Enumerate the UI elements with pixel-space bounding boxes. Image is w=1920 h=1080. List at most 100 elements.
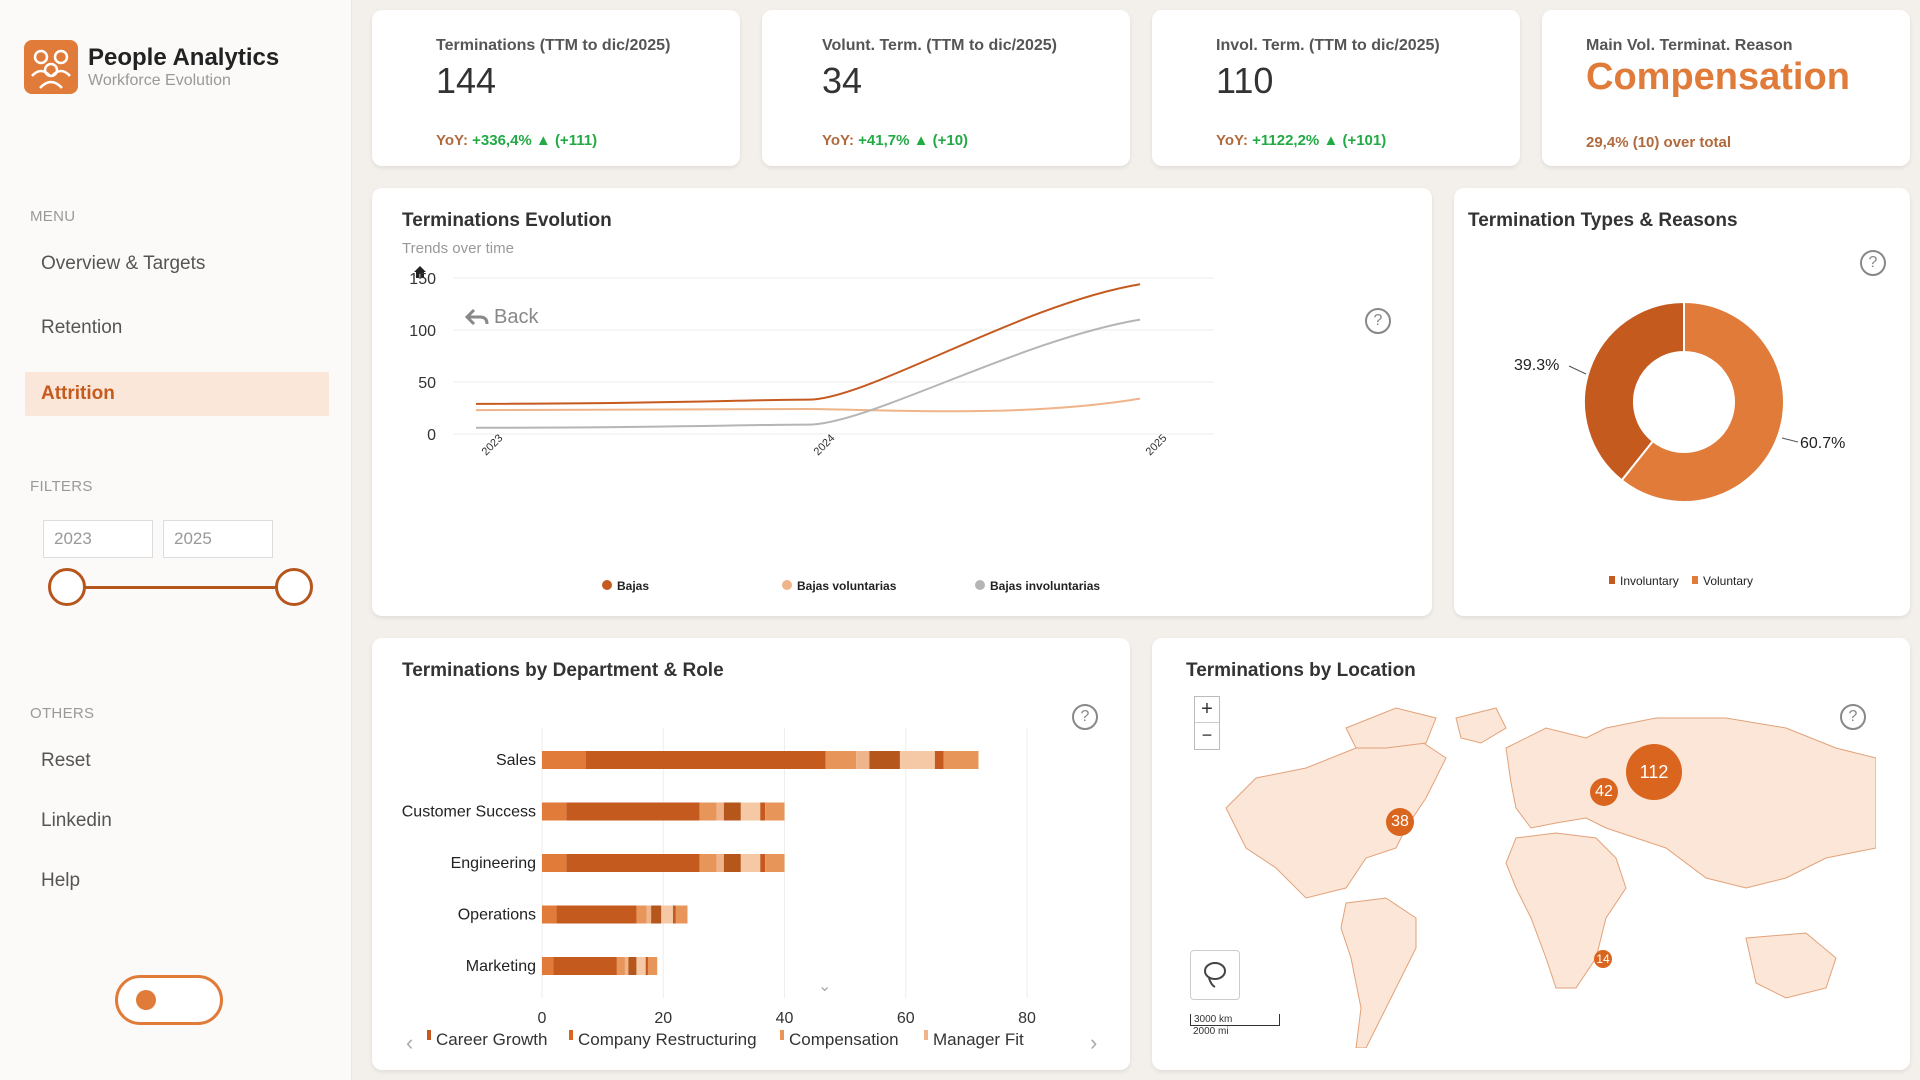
bar-segment [566,802,700,821]
legend-marker [780,1030,784,1040]
dept-card: Terminations by Department & Role ? 0 20 4… [372,638,1130,1070]
help-icon[interactable]: ? [1860,250,1886,276]
kpi-title: Main Vol. Terminat. Reason [1586,37,1793,54]
menu-item-retention[interactable]: Retention [41,317,123,338]
help-icon[interactable]: ? [1365,308,1391,334]
help-link[interactable]: Help [41,870,81,891]
kpi-value: 144 [436,60,497,101]
location-bubble[interactable]: 14 [1594,950,1612,968]
types-donut-chart: 39.3% 60.7% Involuntary Voluntary [1514,300,1845,588]
yoy-prefix: YoY: [436,132,468,149]
evolution-line-chart: 0 50 100 150 2023 2024 2025 Bajas Bajas voluntar… [409,271,1214,593]
bar-segment [585,751,826,769]
kpi-yoy: YoY: +41,7% ▲ (+10) [822,132,968,149]
linkedin-link[interactable]: Linkedin [41,810,112,831]
slice-value-label: 60.7% [1800,435,1845,452]
location-bubble[interactable]: 38 [1386,808,1414,836]
legend-marker [1609,576,1615,584]
legend-label: Bajas [617,579,649,593]
y-tick-label: 50 [418,375,436,392]
series-line [475,318,1141,429]
kpi-card-involuntary: Invol. Term. (TTM to dic/2025) 110 YoY: … [1152,10,1520,166]
bar-segment [636,957,646,975]
bar-segment [740,802,761,821]
sun-icon [136,990,156,1010]
legend-label: Involuntary [1620,574,1679,588]
label-leader [1568,365,1587,375]
back-button[interactable]: Back [464,306,538,329]
kpi-card-terminations: Terminations (TTM to dic/2025) 144 YoY: … [372,10,740,166]
x-tick-label: 60 [897,1010,915,1027]
help-icon[interactable]: ? [1072,704,1098,730]
bar-segment [553,957,617,975]
help-icon[interactable]: ? [1840,704,1866,730]
others-section-label: OTHERS [30,705,95,722]
app-logo[interactable]: People Analytics Workforce Evolution [24,40,279,94]
year-from-input[interactable]: 2023 [43,520,153,558]
menu-item-overview[interactable]: Overview & Targets [41,253,206,274]
menu-item-attrition[interactable]: Attrition [25,372,329,416]
bar-segment [899,751,935,769]
bar-segment [699,854,717,872]
location-bubble[interactable]: 42 [1590,778,1618,806]
x-tick-label: 0 [538,1010,547,1027]
zoom-out-button[interactable]: − [1201,725,1213,745]
sidebar: People Analytics Workforce Evolution MEN… [0,0,352,1080]
y-tick-label: 0 [427,427,436,444]
theme-toggle[interactable] [115,975,223,1025]
dept-title: Terminations by Department & Role [402,660,724,681]
home-icon[interactable] [412,264,428,280]
bar-segment [760,802,766,821]
bar-segment [542,802,567,821]
legend-marker [427,1030,431,1040]
year-to-input[interactable]: 2025 [163,520,273,558]
chevron-down-icon[interactable]: ⌄ [818,978,832,995]
bar-segment [542,854,567,872]
slice-value-label: 39.3% [1514,357,1559,374]
year-slider-start-handle[interactable] [48,568,86,606]
bar-segment [645,957,648,975]
bar-segment [542,957,554,975]
bar-segment [943,751,979,769]
bar-segment [624,957,629,975]
label-leader [1781,437,1799,443]
bar-segment [723,854,741,872]
app-subtitle: Workforce Evolution [88,72,231,89]
types-title: Termination Types & Reasons [1468,210,1738,231]
scale-mi: 2000 mi [1193,1026,1229,1037]
bar-segment [934,751,944,769]
bar-segment [542,751,586,769]
bar-segment [716,802,724,821]
year-slider-track[interactable] [66,586,294,589]
people-icon [24,40,78,94]
x-tick-label: 2025 [1144,432,1170,458]
location-bubble[interactable]: 112 [1626,744,1682,800]
bar-segment [651,905,662,924]
bar-segment [723,802,741,821]
legend-next-arrow[interactable]: › [1090,1030,1098,1055]
bar-segment [716,854,724,872]
bar-segment [556,905,637,924]
evolution-title: Terminations Evolution [402,210,612,231]
app-title: People Analytics [88,44,280,71]
map-land [1225,707,1876,1048]
bar-segment [661,905,673,924]
legend-prev-arrow[interactable]: ‹ [406,1030,414,1055]
menu-section-label: MENU [30,208,76,225]
reset-link[interactable]: Reset [41,750,91,771]
legend-label: Bajas voluntarias [797,579,897,593]
year-slider-end-handle[interactable] [275,568,313,606]
world-map[interactable]: + − 38 42 112 14 3000 km 2000 mi [1186,688,1876,1048]
x-tick-label: 40 [776,1010,794,1027]
back-arrow-icon [464,308,489,325]
bar-segment [825,751,857,769]
zoom-in-button[interactable]: + [1195,697,1219,723]
legend-label: Company Restructuring [578,1030,757,1049]
category-label: Engineering [451,855,536,872]
bar-segment [566,854,700,872]
lasso-select-button[interactable] [1190,950,1240,1000]
filters-section-label: FILTERS [30,478,93,495]
x-tick-label: 80 [1018,1010,1036,1027]
bar-segment [646,905,652,924]
kpi-title: Invol. Term. (TTM to dic/2025) [1216,37,1440,54]
